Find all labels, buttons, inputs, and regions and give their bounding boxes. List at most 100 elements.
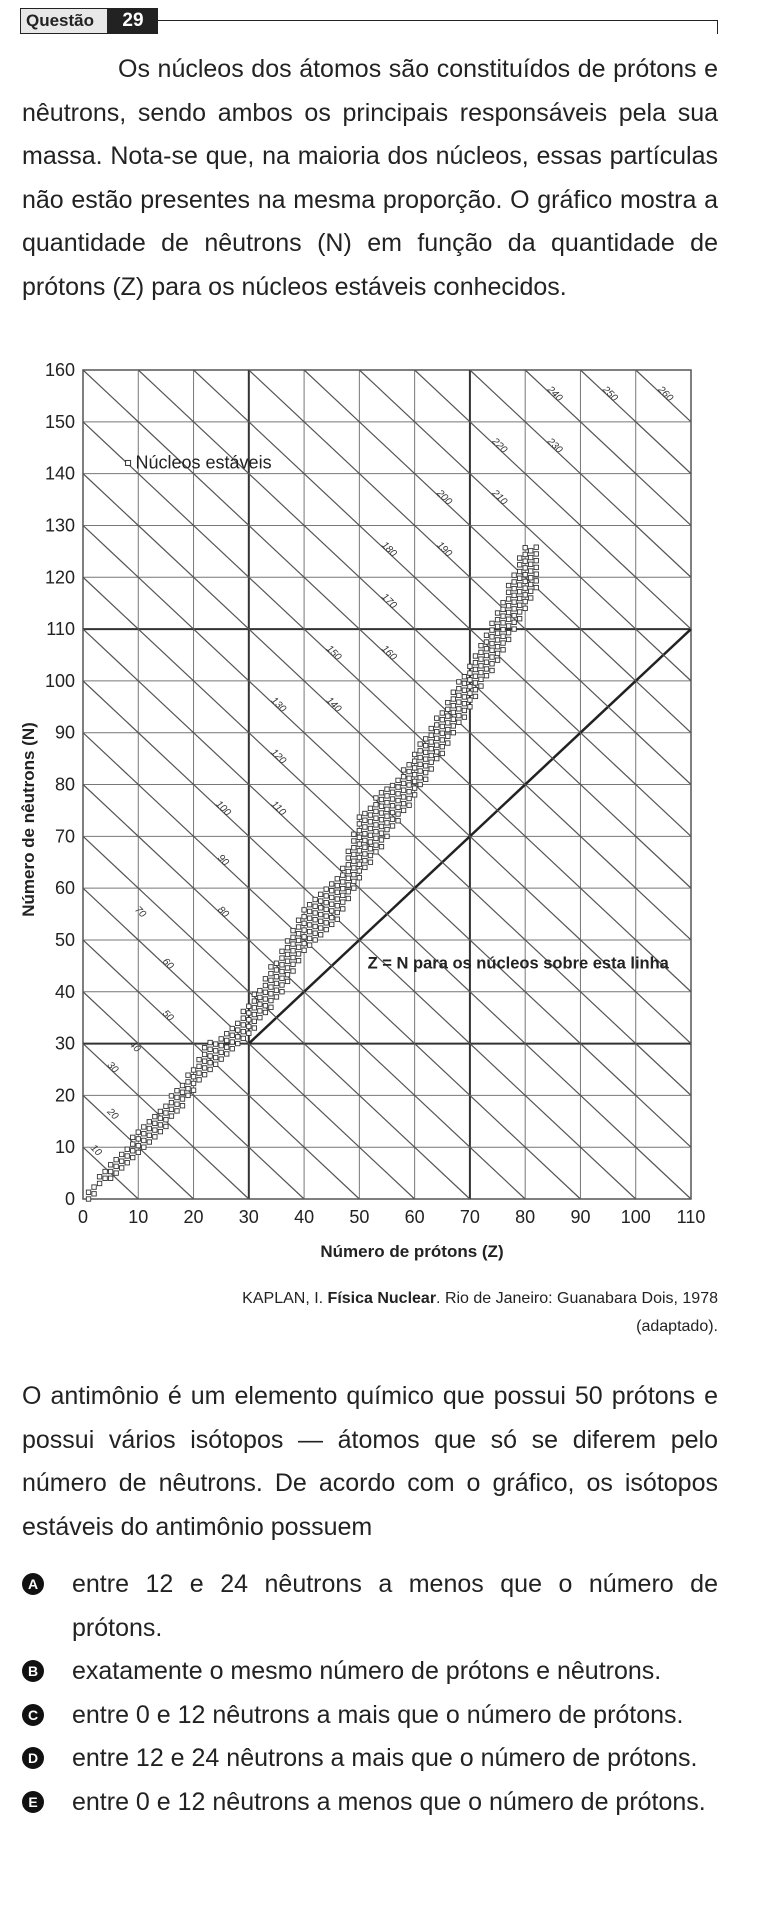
stable-nucleus-point [157,1108,164,1115]
stable-nucleus-point [224,1051,230,1057]
stable-nucleus-point [168,1113,175,1119]
mass-number-labels: 10 20 30 40 50 60 70 80 90 100 110 120 130 140 150 160 1… [88,384,675,1159]
stable-nucleus-point [190,1067,197,1073]
stable-nucleus-point [284,938,291,944]
stable-nucleus-point [511,592,517,599]
stable-nucleus-point [318,932,324,938]
stable-nucleus-point [511,612,517,619]
mass-number-diagonal [635,369,692,423]
stable-nucleus-point [168,1099,175,1106]
y-tick-label: 0 [65,1189,75,1209]
stable-nucleus-point [517,555,523,561]
stable-nucleus-point [168,1106,175,1113]
stable-nucleus-point [91,1191,97,1197]
stable-nucleus-point [395,797,401,804]
stable-nucleus-point [301,934,307,940]
stable-nucleus-point [196,1056,202,1063]
stable-nucleus-point [450,723,456,729]
stable-nucleus-point [312,917,318,923]
mass-number-label: 60 [160,956,176,972]
stable-nucleus-point [373,849,379,855]
stable-nucleus-point [478,656,484,662]
stable-nucleus-point [179,1103,186,1109]
stable-nucleus-point [318,911,324,918]
stable-nucleus-point [483,666,490,672]
stable-nucleus-point [196,1070,202,1076]
x-tick-label: 70 [460,1207,480,1227]
stable-nucleus-point [472,666,479,673]
stable-nucleus-point [472,653,479,659]
stable-nucleus-point [522,565,528,571]
stable-nucleus-point [229,1039,235,1045]
stable-nucleus-point [284,945,291,951]
stable-nucleus-point [356,841,363,847]
stable-nucleus-point [478,669,484,676]
stable-nucleus-point [190,1087,197,1093]
nuclide-chart: 0 10 20 30 40 50 60 70 80 90 100 110 0 10 20 30 40 50 60 70… [19,360,705,1261]
stable-nucleus-point [384,786,390,792]
mass-number-diagonal [137,369,692,889]
stable-nucleus-point [489,620,495,627]
stable-nucleus-point [124,1146,130,1152]
stable-nucleus-point [306,922,313,928]
stable-nucleus-point [179,1082,186,1089]
stable-nucleus-point [456,679,462,685]
stable-nucleus-point [494,644,501,650]
stable-nucleus-point [135,1142,141,1149]
stable-nucleus-point [434,755,440,762]
stable-nucleus-point [417,775,423,781]
stable-nucleus-point [411,758,418,764]
stable-nucleus-point [505,582,512,589]
stable-nucleus-point [395,811,401,817]
stable-nucleus-point [528,595,534,601]
mass-number-diagonal [82,991,305,1200]
stable-nucleus-point [478,683,484,689]
stable-nucleus-point [356,854,363,861]
mass-number-diagonal [82,369,692,941]
stable-nucleus-point [423,736,429,742]
mass-number-diagonal [82,732,581,1200]
stable-nucleus-point [262,1003,269,1009]
stable-nucleus-point [323,920,329,926]
stable-nucleus-point [395,784,401,790]
mass-number-diagonal [82,784,526,1200]
question-header: Questão 29 [20,8,720,38]
stable-nucleus-point [384,793,390,799]
option-text: entre 12 e 24 nêutrons a mais que o núme… [72,1744,698,1772]
stable-nucleus-point [345,895,351,902]
stable-nucleus-point [356,875,363,881]
stable-nucleus-point [445,726,451,733]
stable-nucleus-point [174,1088,180,1094]
stable-nucleus-point [483,652,490,659]
stable-nucleus-point [434,735,440,742]
stable-nucleus-point [461,714,468,720]
stable-nucleus-point [240,1008,246,1015]
stable-nucleus-point [483,632,490,638]
stable-nucleus-point [284,972,291,978]
stable-nucleus-point [334,882,340,889]
mass-number-label: 130 [268,695,288,715]
stable-nucleus-point [400,794,407,800]
stable-nucleus-point [373,842,379,848]
stable-nucleus-point [400,767,407,773]
y-tick-label: 90 [55,723,75,743]
stable-nucleus-point [146,1125,152,1132]
stable-nucleus-point [445,720,451,726]
stable-nucleus-point [428,759,434,765]
stable-nucleus-point [107,1175,114,1181]
stable-nucleus-point [472,687,479,693]
caption-rest: . Rio de Janeiro: Guanabara Dois, 1978 (… [436,1290,718,1335]
stable-nucleus-point [445,706,451,713]
stable-nucleus-point [279,975,285,981]
stable-nucleus-point [417,768,423,774]
stable-nucleus-point [284,965,291,971]
stable-nucleus-point [85,1196,92,1202]
option-text: entre 0 e 12 nêutrons a menos que o núme… [72,1787,706,1816]
stable-nucleus-point [528,588,534,594]
